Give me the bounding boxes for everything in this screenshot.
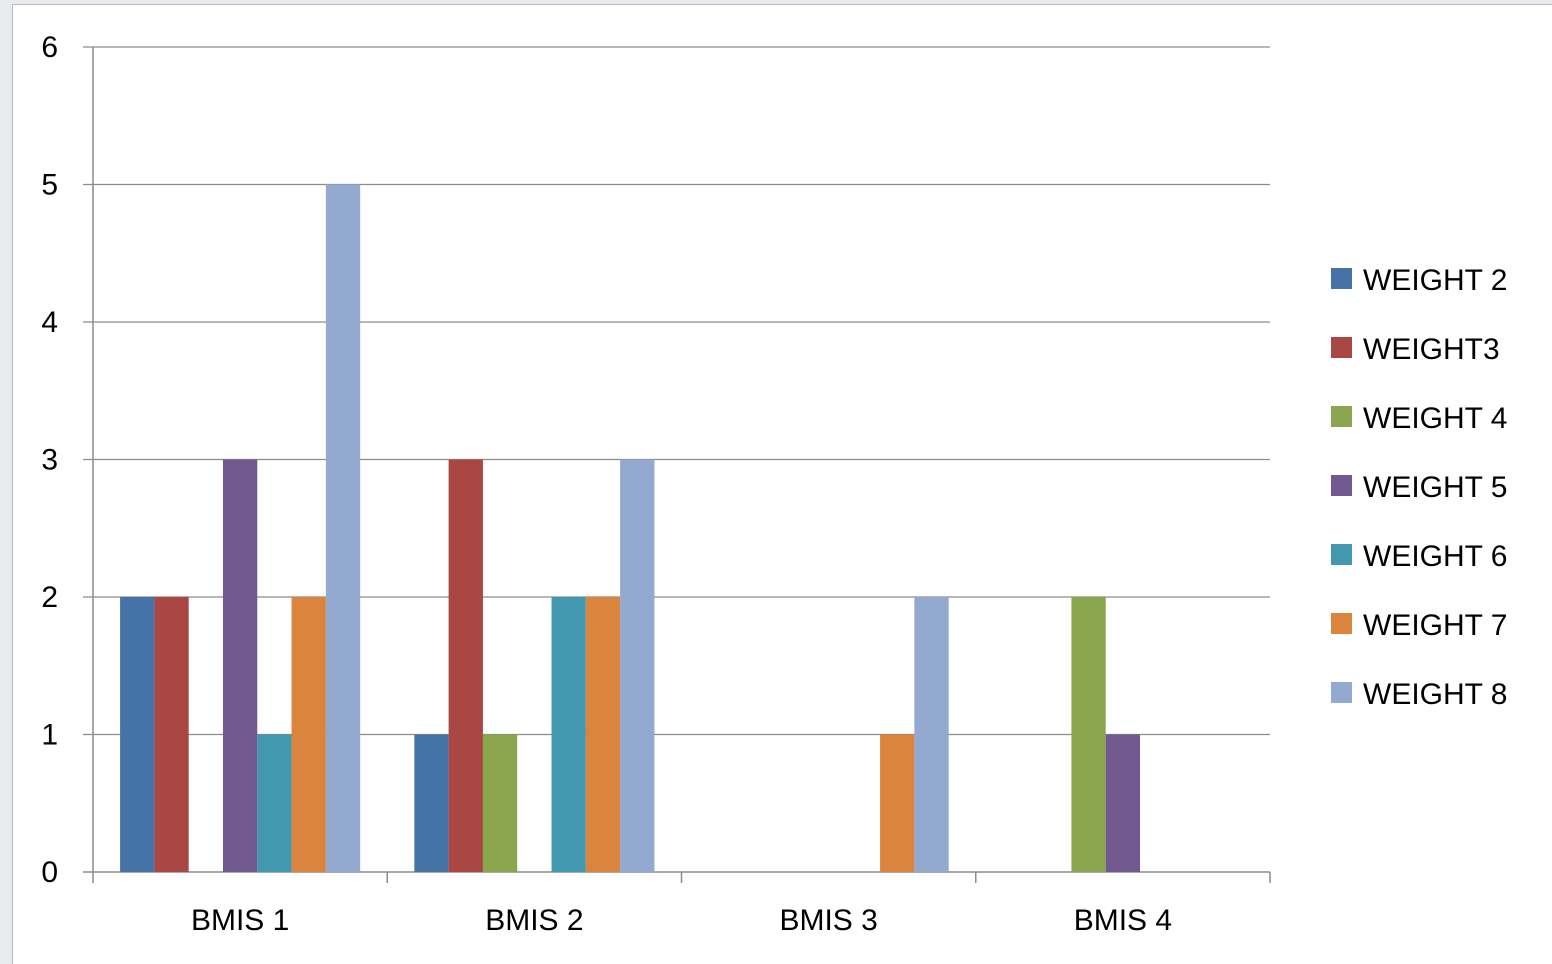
bar xyxy=(120,597,155,872)
x-tick-label: BMIS 4 xyxy=(1074,904,1172,937)
legend-label: WEIGHT 5 xyxy=(1363,471,1507,504)
bar xyxy=(551,597,586,872)
bar xyxy=(914,597,949,872)
legend-swatch xyxy=(1331,268,1352,289)
legend-label: WEIGHT 4 xyxy=(1363,402,1507,435)
legend-swatch xyxy=(1331,475,1352,496)
legend: WEIGHT 2 WEIGHT3 WEIGHT 4 WEIGHT 5 WEIGHT 6 W… xyxy=(1331,264,1507,711)
bar xyxy=(1105,734,1141,872)
legend-label: WEIGHT 7 xyxy=(1363,609,1507,642)
legend-swatch xyxy=(1331,406,1352,427)
bar xyxy=(482,734,518,872)
y-tick-label: 1 xyxy=(41,719,58,752)
bar xyxy=(585,597,621,872)
legend-swatch xyxy=(1331,544,1352,565)
bars xyxy=(120,184,1141,872)
legend-swatch xyxy=(1331,337,1352,358)
y-tick-labels: 0 1 2 3 4 5 6 xyxy=(41,31,58,889)
bar xyxy=(325,184,361,872)
legend-label: WEIGHT 8 xyxy=(1363,678,1507,711)
y-tick-label: 2 xyxy=(41,581,58,614)
bar xyxy=(880,734,915,872)
x-tick-label: BMIS 1 xyxy=(191,904,289,937)
bar xyxy=(154,597,189,872)
bar xyxy=(620,459,655,872)
legend-swatch xyxy=(1331,682,1352,703)
y-tick-label: 0 xyxy=(41,856,58,889)
x-tick-label: BMIS 3 xyxy=(779,904,877,937)
bar xyxy=(222,459,258,872)
y-tick-label: 3 xyxy=(41,444,58,477)
bar xyxy=(448,459,483,872)
x-tick-labels: BMIS 1 BMIS 2 BMIS 3 BMIS 4 xyxy=(191,904,1172,937)
y-tick-label: 4 xyxy=(41,306,58,339)
x-tick-label: BMIS 2 xyxy=(485,904,583,937)
bar xyxy=(1071,597,1106,872)
bar xyxy=(414,734,449,872)
y-tick-label: 6 xyxy=(41,31,58,64)
legend-label: WEIGHT 2 xyxy=(1363,264,1507,297)
bar xyxy=(291,597,326,872)
bar xyxy=(257,734,292,872)
legend-label: WEIGHT 6 xyxy=(1363,540,1507,573)
legend-label: WEIGHT3 xyxy=(1363,333,1500,366)
y-tick-label: 5 xyxy=(41,169,58,202)
legend-swatch xyxy=(1331,613,1352,634)
